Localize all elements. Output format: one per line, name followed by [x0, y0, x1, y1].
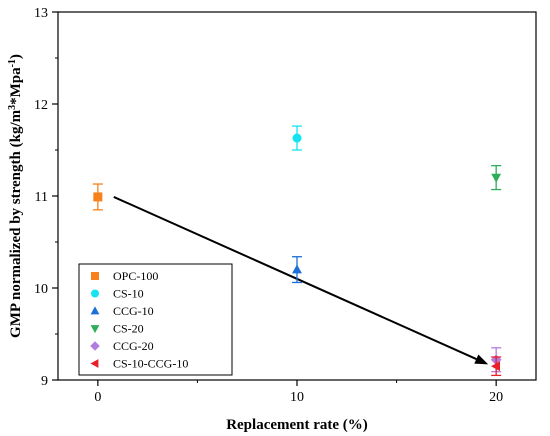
- legend-item: CS-20: [90, 322, 144, 336]
- y-title-part-2: *Mpa: [8, 67, 24, 105]
- legend-marker-triangle-up: [90, 306, 100, 315]
- legend-marker-triangle-down: [90, 325, 100, 334]
- legend-item: CCG-10: [90, 304, 154, 318]
- legend-label: CS-10-CCG-10: [113, 357, 188, 371]
- marker-triangle-up: [292, 264, 302, 274]
- point-ccg-10: [292, 256, 302, 284]
- legend-label: OPC-100: [113, 269, 158, 283]
- y-tick-label: 9: [41, 374, 48, 389]
- legend-label: CS-20: [113, 322, 144, 336]
- point-cs-10-ccg-10: [490, 356, 502, 377]
- y-title-sup-2: -1: [7, 59, 18, 67]
- marker-circle: [292, 133, 302, 143]
- y-tick-label: 13: [34, 6, 48, 21]
- y-tick-label: 10: [34, 282, 48, 297]
- y-title-sup-1: 3: [7, 105, 18, 110]
- trend-arrow: [113, 196, 489, 365]
- x-tick-label: 20: [489, 390, 503, 405]
- x-tick-label: 0: [94, 390, 101, 405]
- legend-item: CCG-20: [90, 339, 154, 353]
- point-opc-100: [92, 183, 103, 211]
- legend-item: CS-10: [91, 287, 144, 301]
- point-cs-20: [491, 164, 502, 191]
- x-tick-label: 10: [290, 390, 304, 405]
- legend-item: OPC-100: [91, 269, 158, 283]
- legend-box: [78, 263, 233, 376]
- marker-triangle-down: [491, 173, 502, 183]
- y-tick-label: 12: [34, 98, 48, 113]
- trend-arrow-line: [113, 196, 477, 360]
- legend-label: CS-10: [113, 287, 144, 301]
- y-title-part-3: ): [8, 54, 24, 59]
- x-axis-title: Replacement rate (%): [226, 417, 368, 433]
- trend-arrow-head: [474, 354, 489, 365]
- legend-marker-square: [91, 272, 99, 280]
- legend-item: CS-10-CCG-10: [90, 357, 188, 371]
- marker-square: [93, 192, 103, 202]
- data-points: [92, 125, 502, 377]
- legend-label: CCG-10: [113, 304, 154, 318]
- plot-frame: [57, 11, 537, 381]
- legend-marker-diamond: [90, 341, 100, 351]
- marker-triangle-left: [490, 361, 500, 372]
- point-cs-10: [292, 125, 302, 151]
- y-tick-label: 11: [35, 190, 48, 205]
- y-title-part-1: GMP normalized by strength (kg/m: [8, 109, 24, 338]
- legend-marker-triangle-left: [90, 359, 99, 368]
- legend-marker-circle: [91, 289, 99, 298]
- y-axis-title: GMP normalized by strength (kg/m3*Mpa-1): [7, 54, 25, 338]
- legend-label: CCG-20: [113, 339, 154, 353]
- legend: OPC-100 CS-10 CCG-10 CS-20 CCG-20 CS-10-CCG-1…: [78, 263, 233, 376]
